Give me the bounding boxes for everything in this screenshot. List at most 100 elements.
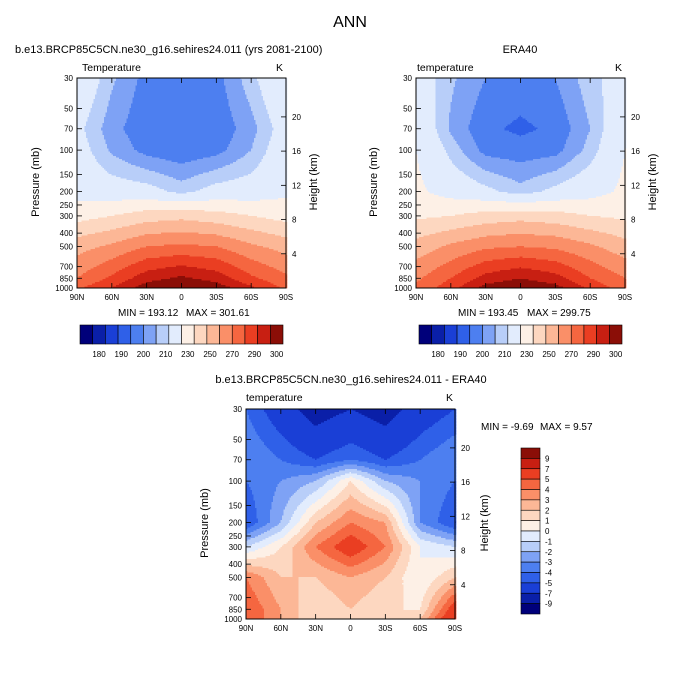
model-p-tick-label: 100 (60, 146, 74, 155)
obs-colorbar-label: 250 (542, 350, 556, 359)
diff-p-tick-label: 700 (229, 594, 243, 603)
model-height-tick-label: 20 (292, 113, 301, 122)
obs-p-tick-label: 70 (403, 125, 412, 134)
model-colorbar-box (182, 325, 195, 344)
model-colorbar-label: 270 (226, 350, 240, 359)
obs-colorbar-label: 300 (609, 350, 623, 359)
model-colorbar-box (93, 325, 106, 344)
diff-title: b.e13.BRCP85C5CN.ne30_g16.sehires24.011 … (215, 374, 486, 386)
diff-colorbar-label: -1 (545, 537, 553, 546)
obs-height-tick-label: 16 (631, 147, 640, 156)
model-contour-field (77, 78, 287, 288)
model-min-label: MIN = 193.12 (118, 308, 179, 319)
obs-max-label: MAX = 299.75 (527, 308, 591, 319)
diff-p-tick-label: 300 (229, 543, 243, 552)
model-x-tick-label: 90S (279, 293, 293, 302)
obs-p-tick-label: 50 (403, 105, 412, 114)
obs-colorbar-box (419, 325, 432, 344)
diff-height-tick-label: 20 (461, 444, 470, 453)
obs-colorbar-box (559, 325, 572, 344)
diff-x-tick-label: 60N (273, 624, 288, 633)
model-p-tick-label: 1000 (55, 284, 73, 293)
obs-p-tick-label: 100 (399, 146, 413, 155)
model-colorbar-label: 300 (270, 350, 284, 359)
obs-p-tick-label: 700 (399, 263, 413, 272)
obs-colorbar-box (521, 325, 534, 344)
obs-height-tick-label: 12 (631, 181, 640, 190)
diff-max-label: MAX = 9.57 (540, 422, 593, 433)
diff-colorbar-label: 2 (545, 506, 550, 515)
obs-colorbar-box (584, 325, 597, 344)
diff-colorbar-box (521, 500, 540, 510)
model-colorbar-box (105, 325, 118, 344)
diff-p-tick-label: 150 (229, 501, 243, 510)
obs-x-tick-label: 30N (478, 293, 493, 302)
diff-x-tick-label: 60S (413, 624, 427, 633)
obs-title: ERA40 (503, 44, 538, 56)
figure-canvas: ANN b.e13.BRCP85C5CN.ne30_g16.sehires24.… (0, 0, 700, 700)
model-colorbar-box (118, 325, 131, 344)
obs-colorbar: 180 190 200 210 230 250 270 290 300 (419, 325, 623, 359)
model-colorbar-box (258, 325, 271, 344)
obs-x-tick-label: 0 (518, 293, 523, 302)
obs-colorbar-label: 270 (565, 350, 579, 359)
obs-p-tick-label: 400 (399, 229, 413, 238)
diff-y-axis-label: Pressure (mb) (199, 488, 211, 558)
diff-colorbar-box (521, 562, 540, 572)
model-colorbar: 180 190 200 210 230 250 270 290 300 (80, 325, 284, 359)
model-y-axis-label: Pressure (mb) (30, 147, 42, 217)
model-colorbar-box (207, 325, 220, 344)
diff-colorbar-label: 9 (545, 454, 550, 463)
obs-plot: 90N 60N 30N 0 30S 60S 90S305070100150200250300… (394, 74, 640, 302)
obs-colorbar-box (533, 325, 546, 344)
diff-height-tick-label: 12 (461, 512, 470, 521)
obs-p-tick-label: 500 (399, 242, 413, 251)
model-height-tick-label: 8 (292, 216, 297, 225)
diff-colorbar-box (521, 521, 540, 531)
obs-colorbar-box (470, 325, 483, 344)
obs-colorbar-label: 180 (431, 350, 445, 359)
obs-height-tick-label: 20 (631, 113, 640, 122)
panel-model: b.e13.BRCP85C5CN.ne30_g16.sehires24.011 … (15, 44, 322, 359)
diff-colorbar-box (521, 469, 540, 479)
model-colorbar-label: 190 (115, 350, 129, 359)
diff-colorbar-box (521, 552, 540, 562)
diff-p-tick-label: 1000 (224, 615, 242, 624)
model-p-tick-label: 850 (60, 274, 74, 283)
obs-x-tick-label: 90S (618, 293, 632, 302)
diff-height-tick-label: 8 (461, 547, 466, 556)
model-p-tick-label: 500 (60, 242, 74, 251)
obs-colorbar-box (495, 325, 508, 344)
model-x-tick-label: 60N (104, 293, 119, 302)
obs-contour-field (416, 78, 626, 288)
diff-x-tick-label: 0 (348, 624, 353, 633)
model-colorbar-box (131, 325, 144, 344)
obs-x-tick-label: 30S (548, 293, 562, 302)
model-title: b.e13.BRCP85C5CN.ne30_g16.sehires24.011 … (15, 44, 322, 56)
diff-p-tick-label: 70 (233, 456, 242, 465)
diff-height-tick-label: 16 (461, 478, 470, 487)
obs-colorbar-box (444, 325, 457, 344)
obs-colorbar-label: 190 (454, 350, 468, 359)
obs-p-tick-label: 150 (399, 170, 413, 179)
model-p-tick-label: 700 (60, 263, 74, 272)
diff-x-tick-label: 90N (239, 624, 254, 633)
diff-p-tick-label: 400 (229, 560, 243, 569)
model-p-tick-label: 50 (64, 105, 73, 114)
model-p-tick-label: 400 (60, 229, 74, 238)
diff-contour-field (246, 409, 456, 619)
model-colorbar-box (143, 325, 156, 344)
model-colorbar-label: 230 (181, 350, 195, 359)
model-colorbar-box (270, 325, 283, 344)
diff-colorbar-box (521, 593, 540, 603)
model-height-tick-label: 4 (292, 250, 297, 259)
obs-colorbar-box (609, 325, 622, 344)
obs-colorbar-box (597, 325, 610, 344)
model-x-tick-label: 0 (179, 293, 184, 302)
diff-colorbar-label: 4 (545, 486, 550, 495)
model-x-tick-label: 30S (209, 293, 223, 302)
obs-p-tick-label: 1000 (394, 284, 412, 293)
obs-left-label: temperature (417, 62, 474, 74)
diff-colorbar-box (521, 510, 540, 520)
obs-p-tick-label: 200 (399, 188, 413, 197)
